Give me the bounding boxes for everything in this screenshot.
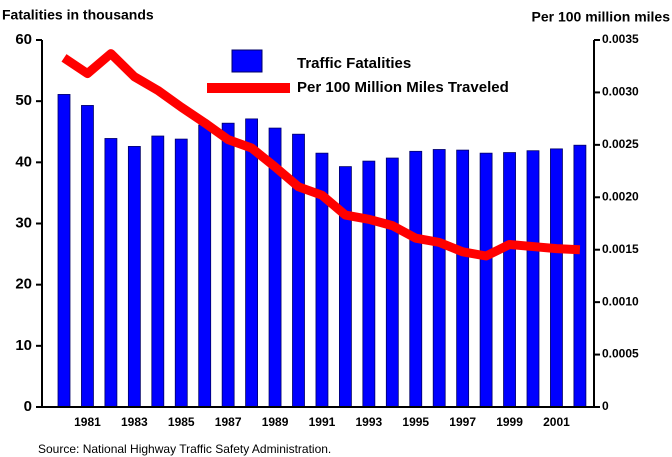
bar xyxy=(479,152,493,408)
bar xyxy=(338,166,352,408)
x-tick-label: 1983 xyxy=(121,415,148,429)
x-tick-label: 1989 xyxy=(262,415,289,429)
bar xyxy=(362,160,376,408)
bar xyxy=(550,148,563,408)
legend-label: Traffic Fatalities xyxy=(297,55,411,72)
x-tick-label: 2001 xyxy=(543,415,570,429)
x-tick-label: 1995 xyxy=(402,415,429,429)
x-tick-label: 1993 xyxy=(355,415,382,429)
bar xyxy=(174,138,188,408)
x-tick-label: 1981 xyxy=(74,415,101,429)
bar xyxy=(456,149,470,408)
y2-tick-label: 0.0020 xyxy=(602,189,639,203)
y2-tick-label: 0.0005 xyxy=(602,347,639,361)
x-tick-label: 1997 xyxy=(449,415,476,429)
x-tick-label: 1985 xyxy=(168,415,195,429)
bar xyxy=(198,124,212,408)
x-tick-label: 1991 xyxy=(309,415,336,429)
x-tick-label: 1999 xyxy=(496,415,523,429)
y-tick-label: 30 xyxy=(15,214,32,231)
y2-tick-label: 0.0015 xyxy=(602,242,639,256)
legend-swatch xyxy=(231,49,263,73)
bar xyxy=(526,150,540,408)
bar xyxy=(81,105,94,408)
bar xyxy=(245,118,259,408)
bar xyxy=(385,157,399,408)
x-tick-label: 1987 xyxy=(215,415,242,429)
line-series xyxy=(61,49,581,261)
bar xyxy=(104,138,118,408)
y-tick-label: 10 xyxy=(15,337,32,354)
y-tick-label: 20 xyxy=(15,276,32,293)
bar xyxy=(409,150,423,408)
y2-axis-title: Per 100 million miles xyxy=(531,9,670,25)
legend-label: Per 100 Million Miles Traveled xyxy=(297,79,509,96)
bar xyxy=(221,122,235,408)
y2-tick-label: 0.0010 xyxy=(602,294,639,308)
bar xyxy=(127,146,141,408)
bar xyxy=(503,152,516,408)
bar xyxy=(292,133,305,408)
y-tick-label: 50 xyxy=(15,92,32,109)
y2-tick-label: 0.0030 xyxy=(602,85,639,99)
bar xyxy=(432,149,446,408)
y-tick-label: 60 xyxy=(15,31,32,48)
y2-tick-label: 0.0025 xyxy=(602,137,639,151)
bar xyxy=(57,94,71,408)
bar xyxy=(573,144,587,408)
bar xyxy=(151,135,165,408)
y-axis-title: Fatalities in thousands xyxy=(2,7,154,23)
source-note: Source: National Highway Traffic Safety … xyxy=(38,442,331,456)
y2-tick-label: 0 xyxy=(602,399,609,413)
y2-tick-label: 0.0035 xyxy=(602,32,639,46)
y-tick-label: 0 xyxy=(24,398,32,415)
y-tick-label: 40 xyxy=(15,153,32,170)
